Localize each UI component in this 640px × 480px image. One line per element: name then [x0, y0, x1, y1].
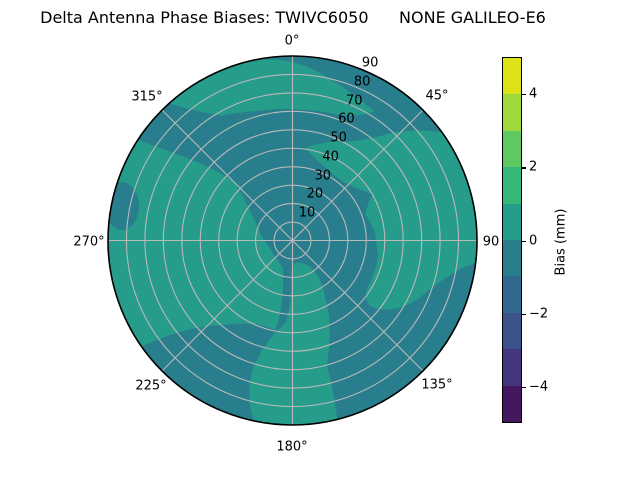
angle-label-225: 225° — [135, 378, 167, 394]
contour-region-east-positive — [305, 130, 477, 310]
colorbar-band — [503, 58, 521, 95]
angle-label-135: 135° — [421, 377, 453, 393]
colorbar-tick — [522, 167, 526, 169]
colorbar-band — [503, 349, 521, 386]
angle-label-315: 315° — [131, 89, 163, 105]
angle-label-0: 0° — [284, 33, 300, 49]
colorbar-band — [503, 203, 521, 241]
colorbar-axis-label: Bias (mm) — [553, 208, 569, 276]
radial-tick-label: 80 — [353, 74, 371, 90]
polar-grid-line — [161, 109, 424, 372]
colorbar-tick-label: −4 — [529, 379, 549, 395]
colorbar-band — [503, 94, 521, 131]
radial-tick-label: 10 — [298, 205, 316, 221]
colorbar-tick — [522, 240, 526, 242]
colorbar-tick — [522, 313, 526, 315]
angle-label-270: 270° — [73, 234, 105, 250]
colorbar-tick-label: 0 — [529, 233, 538, 248]
radial-tick-label: 20 — [306, 186, 324, 202]
colorbar-tick-label: −2 — [529, 306, 549, 322]
radial-tick-label: 50 — [330, 130, 347, 146]
contour-region-west-positive — [108, 140, 284, 347]
contour-region-west-notch-negative — [108, 182, 139, 230]
colorbar-tick-label: 4 — [529, 86, 538, 102]
angle-label-90: 90 — [482, 234, 500, 250]
radial-tick-label: 90 — [361, 55, 379, 71]
colorbar-band — [503, 167, 521, 204]
colorbar-band — [503, 130, 521, 168]
colorbar-tick — [522, 94, 526, 96]
polar-grid — [108, 56, 477, 425]
radial-tick-label: 30 — [314, 168, 332, 183]
radial-tick-label: 60 — [338, 111, 355, 127]
polar-boundary — [107, 55, 478, 426]
colorbar-band — [503, 385, 521, 423]
colorbar-band — [503, 276, 521, 313]
colorbar-tick-label: 2 — [529, 159, 538, 175]
radial-tick-label: 40 — [322, 149, 339, 165]
chart-title: Delta Antenna Phase Biases: TWIVC6050 NO… — [40, 8, 546, 27]
colorbar — [502, 57, 522, 423]
angle-label-45: 45° — [425, 88, 449, 104]
colorbar-band — [503, 312, 521, 350]
angle-label-180: 180° — [276, 439, 308, 455]
radial-tick-label: 70 — [346, 93, 363, 108]
contour-region-south-positive — [249, 262, 338, 425]
contour-region-top-arc-positive — [169, 59, 374, 116]
contour-region-southeast-crescent-negative — [387, 266, 476, 392]
colorbar-tick — [522, 386, 526, 389]
colorbar-band — [503, 240, 521, 277]
